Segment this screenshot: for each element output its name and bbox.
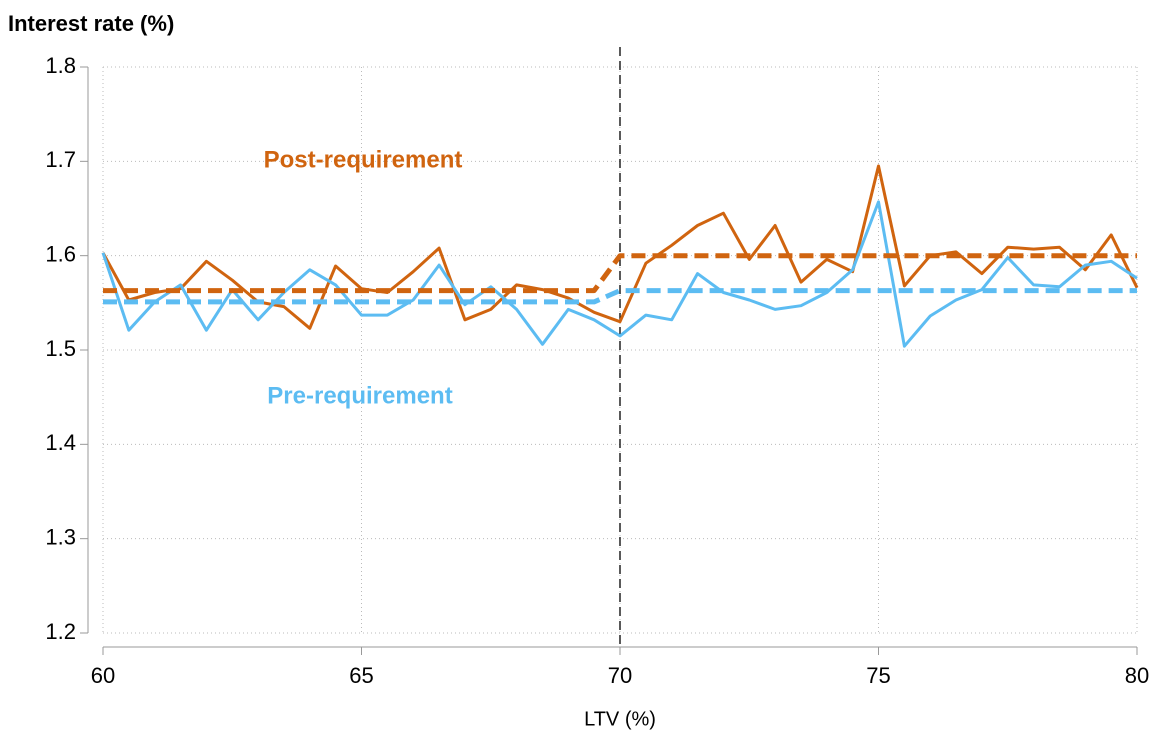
y-tick-label: 1.7 <box>45 147 76 172</box>
y-tick-label: 1.2 <box>45 619 76 644</box>
y-tick-label: 1.3 <box>45 524 76 549</box>
y-tick-label: 1.6 <box>45 241 76 266</box>
series-line <box>101 164 1139 330</box>
y-tick-label: 1.5 <box>45 336 76 361</box>
y-tick-label: 1.4 <box>45 430 76 455</box>
fit-line <box>103 253 1137 294</box>
series-label: Post-requirement <box>264 146 463 173</box>
y-axis-title: Interest rate (%) <box>8 11 174 36</box>
fit-line <box>103 288 1137 305</box>
x-tick-label: 75 <box>866 663 890 688</box>
series-label: Pre-requirement <box>267 382 452 409</box>
x-tick-label: 70 <box>608 663 632 688</box>
x-tick-label: 65 <box>349 663 373 688</box>
y-tick-label: 1.8 <box>45 53 76 78</box>
x-tick-label: 80 <box>1125 663 1149 688</box>
x-axis-title: LTV (%) <box>584 708 656 730</box>
x-tick-label: 60 <box>91 663 115 688</box>
